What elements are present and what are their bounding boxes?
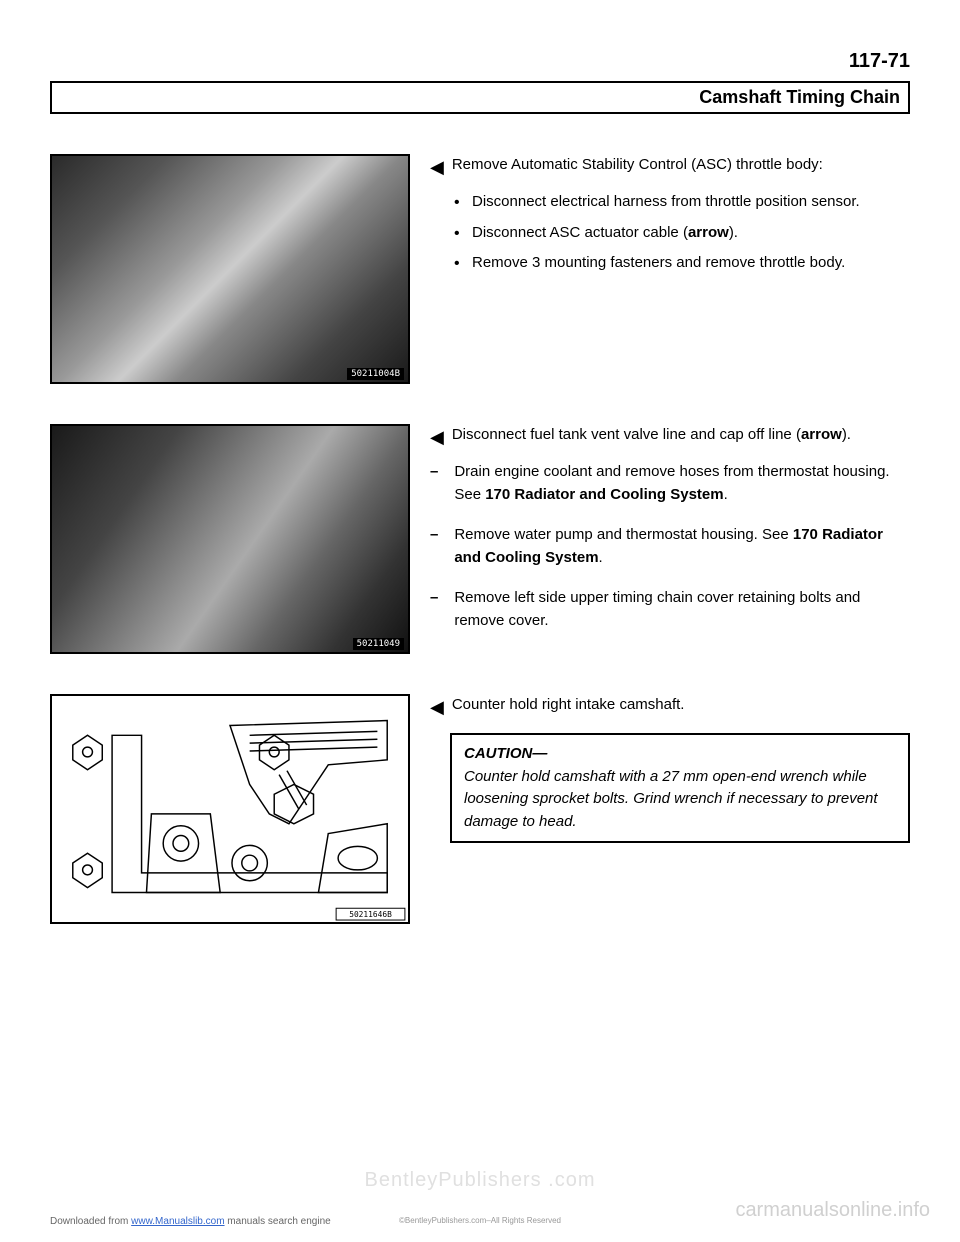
bullet-item: Disconnect electrical harness from throt… xyxy=(454,191,910,214)
content-block-3: 50211646B ▶ Counter hold right intake ca… xyxy=(50,694,910,924)
figure-vent-valve: 50211049 xyxy=(50,424,410,654)
dash-item: – Remove water pump and thermostat housi… xyxy=(430,524,910,569)
footer-left: Downloaded from www.Manualslib.com manua… xyxy=(50,1216,331,1227)
instruction-text: Counter hold right intake camshaft. xyxy=(452,694,685,717)
dash-item: – Remove left side upper timing chain co… xyxy=(430,587,910,632)
content-block-2: 50211049 ▶ Disconnect fuel tank vent val… xyxy=(50,424,910,654)
camshaft-diagram-svg: 50211646B xyxy=(52,696,408,922)
instruction-text: Disconnect fuel tank vent valve line and… xyxy=(452,424,851,447)
figure-label: 50211004B xyxy=(347,368,404,380)
manualslib-link[interactable]: www.Manualslib.com xyxy=(131,1216,224,1227)
figure-camshaft-diagram: 50211646B xyxy=(50,694,410,924)
footer-center: ©BentleyPublishers.com–All Rights Reserv… xyxy=(399,1216,561,1225)
caution-text: Counter hold camshaft with a 27 mm open-… xyxy=(464,766,896,834)
section-title: Camshaft Timing Chain xyxy=(50,81,910,114)
watermark-center: BentleyPublishers .com xyxy=(365,1169,596,1192)
bullet-list: Disconnect electrical harness from throt… xyxy=(430,191,910,275)
caution-box: CAUTION— Counter hold camshaft with a 27… xyxy=(450,733,910,843)
bullet-item: Remove 3 mounting fasteners and remove t… xyxy=(454,252,910,275)
page-footer: Downloaded from www.Manualslib.com manua… xyxy=(0,1216,960,1227)
pointer-icon: ▶ xyxy=(430,154,444,181)
caution-title: CAUTION— xyxy=(464,743,896,766)
text-column: ▶ Counter hold right intake camshaft. CA… xyxy=(430,694,910,843)
svg-text:50211646B: 50211646B xyxy=(349,910,392,919)
instruction-text: Remove Automatic Stability Control (ASC)… xyxy=(452,154,823,177)
bullet-item: Disconnect ASC actuator cable (arrow). xyxy=(454,222,910,245)
text-column: ▶ Disconnect fuel tank vent valve line a… xyxy=(430,424,910,650)
content-block-1: 50211004B ▶ Remove Automatic Stability C… xyxy=(50,154,910,384)
text-column: ▶ Remove Automatic Stability Control (AS… xyxy=(430,154,910,283)
page-number: 117-71 xyxy=(50,50,910,73)
figure-throttle-body: 50211004B xyxy=(50,154,410,384)
dash-item: – Drain engine coolant and remove hoses … xyxy=(430,461,910,506)
pointer-icon: ▶ xyxy=(430,694,444,721)
figure-label: 50211049 xyxy=(353,638,404,650)
pointer-icon: ▶ xyxy=(430,424,444,451)
